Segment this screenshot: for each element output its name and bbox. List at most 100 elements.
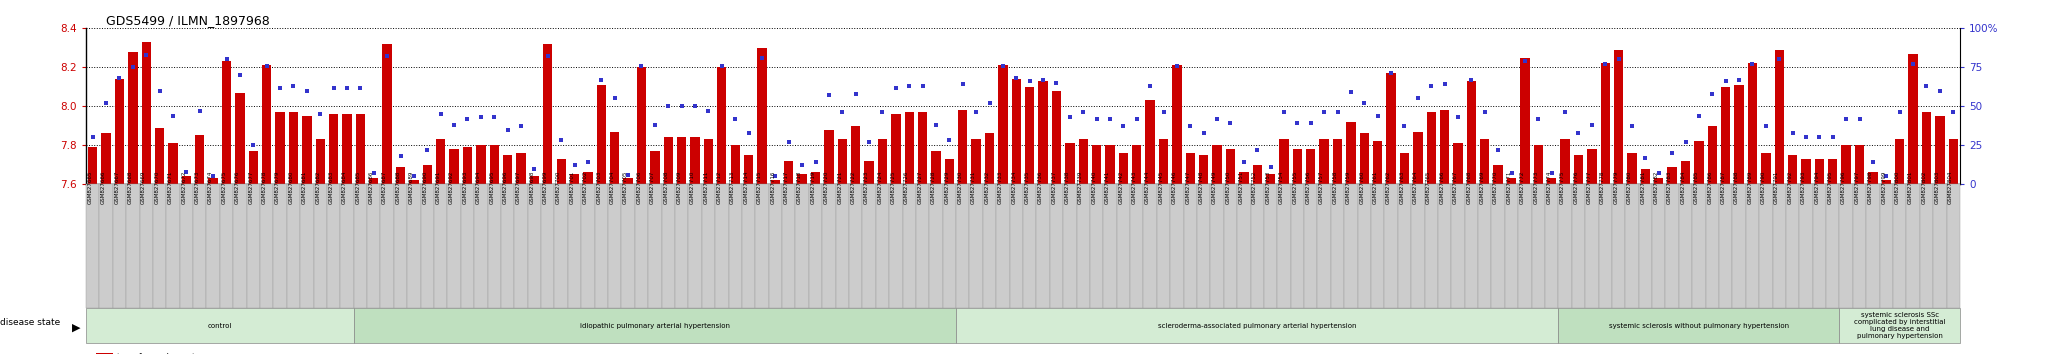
Point — [987, 63, 1020, 69]
Text: GSM827724: GSM827724 — [877, 171, 883, 205]
Bar — [1882, 180, 1890, 184]
Bar — [1077, 184, 1090, 308]
Text: GSM827764: GSM827764 — [1413, 171, 1417, 205]
Bar — [905, 112, 913, 184]
Bar — [649, 151, 659, 184]
Point — [893, 83, 926, 89]
Text: GSM827792: GSM827792 — [1788, 171, 1792, 205]
Bar — [809, 184, 821, 308]
Text: GSM827765: GSM827765 — [1425, 171, 1432, 205]
Text: GSM827684: GSM827684 — [342, 171, 346, 205]
Text: GSM827708: GSM827708 — [664, 171, 668, 205]
Bar — [1012, 79, 1022, 184]
Bar — [86, 308, 354, 343]
Bar — [942, 184, 956, 308]
Bar — [1038, 81, 1049, 184]
Bar — [369, 178, 379, 184]
Bar — [862, 184, 877, 308]
Bar — [1534, 145, 1542, 184]
Text: GSM827780: GSM827780 — [1626, 171, 1632, 205]
Text: GSM827698: GSM827698 — [530, 171, 535, 205]
Point — [1200, 116, 1233, 121]
Text: GSM827752: GSM827752 — [1251, 171, 1257, 205]
Bar — [1493, 165, 1503, 184]
Bar — [1171, 65, 1182, 184]
Bar — [1384, 184, 1397, 308]
Bar — [838, 139, 848, 184]
Text: transformed count: transformed count — [117, 353, 195, 354]
Point — [840, 91, 872, 97]
Bar — [274, 184, 287, 308]
Bar — [1264, 184, 1278, 308]
Point — [1108, 124, 1141, 129]
Text: GSM827695: GSM827695 — [489, 171, 494, 205]
Point — [1548, 110, 1581, 115]
Bar — [1520, 58, 1530, 184]
Point — [1509, 58, 1542, 64]
Bar — [1143, 184, 1157, 308]
Point — [1536, 170, 1569, 176]
Text: GSM827665: GSM827665 — [88, 171, 92, 205]
Text: GSM827668: GSM827668 — [127, 171, 133, 205]
Point — [1616, 124, 1649, 129]
Bar — [408, 184, 420, 308]
Bar — [1454, 143, 1462, 184]
Text: GSM827779: GSM827779 — [1614, 171, 1618, 205]
Point — [303, 111, 336, 117]
Text: GSM827754: GSM827754 — [1280, 171, 1284, 205]
Point — [1321, 110, 1354, 115]
Bar — [1145, 101, 1155, 184]
Bar — [1571, 184, 1585, 308]
Bar — [821, 184, 836, 308]
Text: GSM827683: GSM827683 — [328, 171, 334, 205]
Point — [1079, 116, 1112, 121]
Bar — [1479, 184, 1491, 308]
Text: GSM827785: GSM827785 — [1694, 171, 1700, 205]
Bar — [1599, 184, 1612, 308]
Point — [1067, 110, 1100, 115]
Point — [412, 147, 444, 153]
Point — [1135, 83, 1167, 89]
Text: scleroderma-associated pulmonary arterial hypertension: scleroderma-associated pulmonary arteria… — [1157, 323, 1356, 329]
Text: GSM827786: GSM827786 — [1708, 171, 1712, 205]
Bar — [1706, 184, 1718, 308]
Text: GSM827726: GSM827726 — [905, 171, 909, 205]
Bar — [303, 116, 311, 184]
Bar — [207, 184, 219, 308]
Text: GSM827789: GSM827789 — [1747, 171, 1753, 205]
Point — [1896, 61, 1929, 67]
Bar — [328, 184, 340, 308]
Bar — [1812, 184, 1827, 308]
Bar — [1829, 159, 1837, 184]
Text: GSM827687: GSM827687 — [383, 171, 387, 205]
Text: GSM827675: GSM827675 — [221, 171, 227, 205]
Text: GSM827747: GSM827747 — [1186, 171, 1190, 205]
Bar — [1745, 184, 1759, 308]
Bar — [1815, 159, 1825, 184]
Text: GSM827771: GSM827771 — [1507, 171, 1511, 205]
Point — [1188, 130, 1221, 136]
Text: GSM827704: GSM827704 — [610, 171, 614, 205]
Bar — [1022, 184, 1036, 308]
Point — [143, 88, 176, 93]
Bar — [1735, 85, 1743, 184]
Text: GSM827782: GSM827782 — [1655, 171, 1659, 205]
Bar — [743, 155, 754, 184]
Text: GSM827692: GSM827692 — [449, 171, 455, 205]
Point — [438, 122, 471, 128]
Text: GSM827746: GSM827746 — [1171, 171, 1178, 205]
Bar — [995, 184, 1010, 308]
Text: GSM827682: GSM827682 — [315, 171, 319, 205]
Bar — [219, 184, 233, 308]
Bar — [1079, 139, 1087, 184]
Point — [961, 110, 993, 115]
Bar — [449, 149, 459, 184]
Point — [76, 135, 109, 140]
Point — [1683, 113, 1716, 118]
Point — [813, 92, 846, 98]
Text: GSM827756: GSM827756 — [1307, 171, 1311, 205]
Bar — [621, 184, 635, 308]
Bar — [1331, 184, 1343, 308]
Bar — [1694, 141, 1704, 184]
Bar — [1237, 184, 1251, 308]
